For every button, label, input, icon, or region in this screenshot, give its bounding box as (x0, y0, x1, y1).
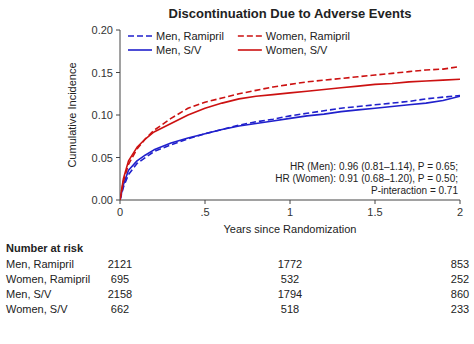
annotation: HR (Men): 0.96 (0.81–1.14), P = 0.65;HR … (275, 161, 458, 196)
risk-value: 853 (451, 258, 469, 270)
y-tick-label: 0.00 (92, 194, 113, 206)
risk-value: 233 (451, 303, 469, 315)
risk-value: 2158 (108, 288, 132, 300)
x-axis-label: Years since Randomization (224, 223, 357, 235)
title: Discontinuation Due to Adverse Events (169, 6, 412, 21)
legend-label: Women, Ramipril (266, 30, 350, 42)
risk-value: 662 (111, 303, 129, 315)
x-tick-label: 1.5 (367, 206, 382, 218)
x-tick (120, 200, 121, 204)
legend-item: Women, S/V (238, 44, 328, 56)
y-axis-label: Cumulative Incidence (66, 62, 78, 167)
x-tick (290, 200, 291, 204)
risk-row-label: Men, S/V (6, 288, 52, 300)
risk-row-label: Men, Ramipril (6, 258, 74, 270)
legend-label: Men, Ramipril (156, 30, 224, 42)
risk-table-header: Number at risk (6, 242, 84, 254)
y-tick-label: 0.10 (92, 109, 113, 121)
legend-swatch (128, 49, 152, 51)
risk-value: 860 (451, 288, 469, 300)
risk-row-label: Women, Ramipril (6, 273, 90, 285)
y-tick (116, 30, 120, 31)
x-tick (205, 200, 206, 204)
axes: 0.00 0.05 0.10 0.15 0.20 0 .5 1 1.5 2 (92, 24, 463, 218)
risk-value: 1794 (278, 288, 302, 300)
legend-label: Women, S/V (266, 44, 328, 56)
risk-value: 518 (281, 303, 299, 315)
y-tick (116, 72, 120, 73)
annotation-line: P-interaction = 0.71 (371, 185, 458, 196)
y-tick-label: 0.15 (92, 67, 113, 79)
series-line (120, 95, 460, 200)
x-tick-label: 1 (287, 206, 293, 218)
legend: Men, Ramipril Men, S/V Women, Ramipril Wome… (128, 30, 350, 56)
series-line (120, 96, 460, 200)
risk-value: 695 (111, 273, 129, 285)
risk-value: 532 (281, 273, 299, 285)
risk-row-label: Women, S/V (6, 303, 68, 315)
x-tick-label: 2 (457, 206, 463, 218)
risk-value: 1772 (278, 258, 302, 270)
y-tick-label: 0.20 (92, 24, 113, 36)
series-line (120, 79, 460, 200)
legend-item: Men, Ramipril (128, 30, 224, 42)
y-tick (116, 115, 120, 116)
x-tick-label: .5 (200, 206, 209, 218)
annotation-line: HR (Women): 0.91 (0.68–1.20), P = 0.50; (275, 173, 458, 184)
y-tick-label: 0.05 (92, 152, 113, 164)
plot-lines (120, 67, 460, 200)
y-tick (116, 200, 120, 201)
x-tick (375, 200, 376, 204)
series-line (120, 67, 460, 200)
y-tick (116, 157, 120, 158)
legend-item: Men, S/V (128, 44, 202, 56)
legend-swatch (128, 35, 152, 37)
legend-swatch (238, 35, 262, 37)
x-tick-label: 0 (117, 206, 123, 218)
annotation-line: HR (Men): 0.96 (0.81–1.14), P = 0.65; (290, 161, 458, 172)
chart: Discontinuation Due to Adverse Events 0.0… (0, 0, 474, 344)
legend-label: Men, S/V (156, 44, 202, 56)
risk-value: 2121 (108, 258, 132, 270)
risk-value: 252 (451, 273, 469, 285)
legend-swatch (238, 49, 262, 51)
legend-item: Women, Ramipril (238, 30, 350, 42)
risk-table: Number at risk Men, Ramipril 2121 1772 853 Wo… (6, 242, 469, 315)
x-tick (460, 200, 461, 204)
